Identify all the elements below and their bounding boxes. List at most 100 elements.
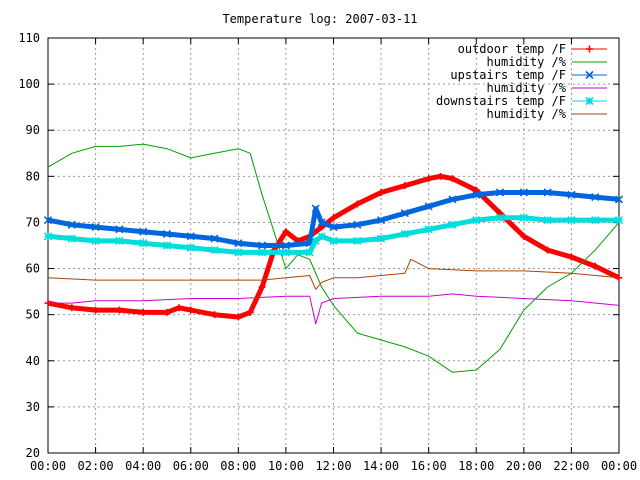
series-1-point	[234, 313, 242, 321]
series-3-point	[377, 216, 386, 225]
series-1-line	[47, 173, 621, 320]
x-tick-label: 02:00	[78, 459, 114, 473]
series-5-point	[495, 213, 505, 222]
x-tick-label: 06:00	[173, 459, 209, 473]
series-1-point	[92, 306, 100, 314]
series-5-line	[47, 215, 619, 255]
series-3-point	[162, 229, 172, 239]
series-3-point	[91, 222, 100, 232]
y-tick-label: 70	[26, 215, 40, 229]
series-3	[43, 188, 624, 250]
series-5-point	[162, 241, 172, 250]
legend-label: humidity /%	[487, 81, 567, 95]
x-tick-label: 22:00	[553, 459, 589, 473]
y-tick-label: 50	[26, 308, 40, 322]
series-3-point	[311, 204, 320, 213]
legend-label: upstairs temp /F	[450, 68, 566, 82]
series-5-point	[519, 213, 528, 222]
series-5-point	[67, 234, 76, 243]
y-tick-label: 20	[26, 446, 40, 460]
series-5-point	[281, 248, 290, 257]
legend-marker	[585, 96, 594, 106]
series-1-point	[139, 308, 147, 316]
series-6-line	[47, 258, 620, 290]
series-1-point	[591, 262, 599, 270]
x-tick-label: 18:00	[458, 459, 494, 473]
series-3-point	[67, 220, 76, 229]
series-5-point	[234, 248, 243, 257]
series-4-line	[48, 293, 620, 325]
series-2	[47, 143, 620, 373]
x-tick-label: 16:00	[411, 459, 447, 473]
x-tick-label: 00:00	[30, 459, 66, 473]
series-1-point	[187, 306, 195, 314]
series-1-point	[401, 182, 409, 190]
series-5-point	[472, 216, 481, 225]
legend-label: outdoor temp /F	[458, 42, 566, 56]
series-5-point	[424, 225, 433, 234]
x-tick-label: 00:00	[601, 459, 637, 473]
series-5	[43, 213, 624, 257]
series-3-point	[567, 190, 576, 199]
series-1-point	[448, 175, 456, 183]
legend-label: humidity /%	[487, 107, 567, 121]
series-3-point	[400, 209, 409, 218]
x-tick-label: 14:00	[363, 459, 399, 473]
series-5-point	[567, 216, 576, 225]
series-1-point	[68, 304, 76, 312]
series-5-point	[91, 236, 100, 245]
series-5-point	[329, 236, 338, 245]
series-3-point	[353, 220, 362, 229]
series-5-point	[543, 216, 552, 225]
series-1-point	[175, 304, 183, 312]
series-3-point	[472, 190, 481, 199]
series-1-point	[544, 246, 552, 254]
series-1-point	[330, 214, 337, 222]
series-3-point	[448, 195, 457, 204]
series-3-point	[234, 239, 243, 248]
legend-marker	[585, 70, 594, 80]
series-5-point	[186, 243, 195, 252]
series-1-point	[282, 228, 290, 236]
y-tick-label: 100	[18, 77, 40, 91]
series-1-point	[246, 308, 254, 316]
series-5-point	[139, 239, 148, 248]
series-3-point	[210, 234, 219, 243]
series-3-point	[614, 195, 624, 204]
legend-marker	[586, 45, 593, 53]
series-1-point	[520, 232, 528, 240]
series-1-point	[437, 172, 445, 180]
x-tick-label: 10:00	[268, 459, 304, 473]
series-5-point	[311, 236, 320, 245]
series-3-point	[329, 222, 338, 232]
series-1-point	[353, 200, 361, 208]
series-5-point	[377, 234, 386, 243]
series-1-point	[425, 175, 433, 183]
series-5-point	[210, 246, 219, 255]
series-3-point	[519, 188, 528, 197]
series-1-point	[211, 311, 219, 319]
series-5-point	[591, 216, 600, 225]
y-tick-label: 80	[26, 169, 40, 183]
series-1-point	[163, 308, 171, 316]
y-tick-label: 40	[26, 354, 40, 368]
series-4	[48, 293, 620, 325]
series-1-point	[377, 188, 385, 196]
y-tick-label: 110	[18, 31, 40, 45]
series-3-point	[186, 232, 195, 241]
series-3-point	[591, 193, 600, 202]
series-3-point	[115, 225, 124, 234]
legend-label: humidity /%	[487, 55, 567, 69]
y-tick-label: 60	[26, 262, 40, 276]
series-5-point	[614, 216, 624, 225]
series-1-point	[567, 253, 575, 261]
series-3-point	[139, 227, 148, 236]
series-5-point	[448, 220, 457, 229]
series-5-point	[115, 236, 124, 245]
series-3-point	[281, 241, 290, 250]
x-tick-label: 04:00	[125, 459, 161, 473]
series-5-point	[317, 232, 326, 241]
series-1-point	[258, 283, 266, 291]
